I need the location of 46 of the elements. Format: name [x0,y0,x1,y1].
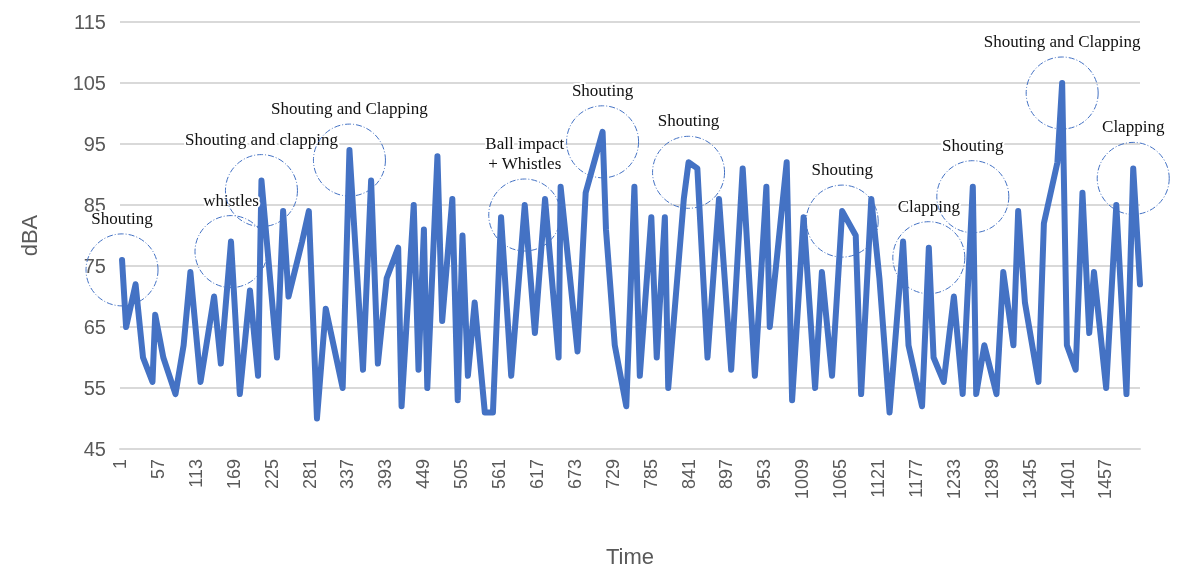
y-tick-label: 55 [83,377,106,399]
x-tick-label: 1177 [905,459,926,498]
annotation: Shouting [657,111,720,131]
x-tick-label: 1401 [1057,459,1078,500]
y-tick-label: 105 [72,72,106,94]
y-tick-label: 95 [83,133,106,155]
x-tick-label: 841 [678,459,699,490]
x-axis-title: Time [605,543,655,569]
y-tick-label: 75 [83,255,106,277]
annotation: Shouting [571,80,634,100]
x-tick-label: 225 [261,459,282,490]
x-tick-label: 897 [716,459,737,490]
x-tick-label: 393 [375,459,396,490]
annotation: Clapping [1102,117,1165,137]
x-tick-label: 113 [185,459,206,488]
annotation: Shouting [942,135,1005,155]
annotation: Ball impact + Whistles [485,134,565,173]
x-tick-label: 1065 [830,459,851,500]
x-tick-label: 1289 [981,459,1002,500]
annotation: Shouting and clapping [184,129,339,149]
x-tick-label: 281 [299,459,320,490]
x-tick-label: 505 [451,459,472,490]
x-tick-label: 337 [337,459,358,490]
y-tick-label: 115 [74,11,106,33]
x-tick-label: 1009 [792,459,813,500]
x-tick-label: 729 [602,459,623,490]
x-tick-label: 1457 [1095,459,1116,500]
x-tick-label: 1121 [868,459,889,498]
x-tick-label: 617 [526,459,547,490]
x-tick-label: 785 [640,459,661,490]
x-tick-label: 449 [413,459,434,490]
annotation: Shouting [811,160,874,180]
x-tick-label: 57 [147,459,168,480]
x-tick-label: 673 [564,459,585,490]
x-tick-label: 561 [489,459,510,490]
x-tick-label: 1345 [1019,459,1040,500]
y-tick-label: 45 [83,438,106,460]
y-axis-title: dBA [16,214,42,257]
annotation: Shouting and Clapping [271,99,429,119]
y-tick-label: 65 [83,316,106,338]
annotation: Clapping [897,196,961,216]
annotation: Shouting and Clapping [983,32,1142,51]
x-tick-label: 953 [754,459,775,490]
x-tick-label: 169 [223,459,244,490]
x-tick-label: 1 [110,459,130,470]
x-tick-label: 1233 [943,459,964,500]
